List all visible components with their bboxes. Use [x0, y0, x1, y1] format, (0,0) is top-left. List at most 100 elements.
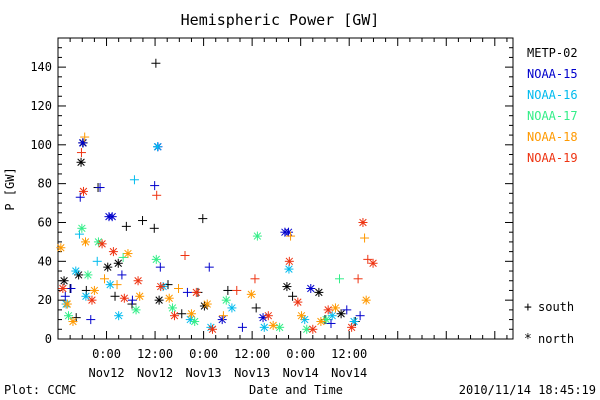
point-stroke	[84, 271, 92, 279]
star-point	[151, 254, 161, 264]
plus-point	[198, 214, 208, 224]
star-point	[107, 212, 117, 222]
star-point	[330, 303, 340, 313]
y-axis-label: P [GW]	[3, 167, 17, 210]
plus-point	[182, 287, 192, 297]
legend-entry: NOAA-17	[527, 109, 578, 123]
plus-point	[95, 183, 105, 193]
plus-point	[237, 322, 247, 332]
star-point	[252, 231, 262, 241]
star-point	[327, 311, 337, 321]
plus-point	[232, 285, 242, 295]
point-stroke	[328, 311, 336, 320]
point-stroke	[170, 311, 179, 320]
y-tick-label: 100	[30, 138, 52, 152]
x-tick-time-label: 0:00	[92, 347, 121, 361]
point-stroke	[79, 187, 88, 196]
point-stroke	[369, 259, 377, 267]
y-axis: 0 20 40 60 80 100 120 140	[30, 37, 513, 346]
star-point	[97, 239, 107, 249]
star-point	[186, 309, 196, 319]
star-point	[296, 311, 306, 321]
point-stroke	[285, 265, 293, 273]
star-point	[361, 295, 371, 305]
plus-point	[223, 285, 233, 295]
star-point	[123, 249, 133, 259]
star-point	[259, 322, 269, 332]
point-stroke	[69, 317, 77, 326]
point-stroke	[134, 277, 142, 285]
plus-point	[92, 256, 102, 266]
x-axis-label: Date and Time	[249, 383, 343, 397]
star-point	[154, 295, 164, 305]
point-stroke	[124, 249, 132, 258]
point-stroke	[317, 317, 325, 326]
plus-point	[360, 233, 370, 243]
point-stroke	[81, 238, 90, 246]
star-point	[302, 324, 312, 334]
point-stroke	[168, 304, 177, 312]
plus-point	[149, 223, 159, 233]
plus-point	[100, 274, 110, 284]
point-stroke	[347, 323, 356, 332]
point-stroke	[153, 143, 162, 151]
star-point	[74, 270, 84, 280]
plus-point	[129, 175, 139, 185]
plus-point	[80, 132, 90, 142]
point-stroke	[94, 238, 103, 246]
star-point	[221, 295, 231, 305]
chart-title: Hemispheric Power [GW]	[181, 11, 380, 29]
star-point	[202, 299, 212, 309]
point-stroke	[114, 259, 122, 267]
star-point	[308, 324, 318, 334]
point-stroke	[294, 298, 302, 306]
x-tick-time-label: 12:00	[137, 347, 173, 361]
plus-point	[326, 318, 336, 328]
point-stroke	[120, 294, 129, 302]
star-point	[89, 285, 99, 295]
plus-point	[121, 221, 131, 231]
star-point	[64, 311, 74, 321]
footer-credit: Plot: CCMC	[4, 383, 76, 397]
x-tick-time-label: 0:00	[189, 347, 218, 361]
star-point	[114, 311, 124, 321]
point-stroke	[192, 288, 201, 297]
point-stroke	[106, 280, 114, 289]
point-stroke	[59, 284, 67, 293]
point-stroke	[152, 255, 161, 264]
plus-point	[86, 315, 96, 325]
plus-point	[118, 252, 128, 262]
point-stroke	[108, 212, 116, 221]
star-point	[133, 276, 143, 286]
legend-entry: NOAA-19	[527, 151, 578, 165]
star-point	[306, 284, 316, 294]
star-point	[336, 309, 346, 319]
x-tick-time-label: 0:00	[286, 347, 315, 361]
point-stroke	[104, 263, 112, 271]
point-stroke	[157, 282, 165, 291]
plus-point	[152, 190, 162, 200]
plus-marker-symbol: +	[524, 300, 532, 315]
plot-frame	[57, 37, 514, 340]
x-tick-date-label: Nov14	[331, 366, 367, 380]
point-stroke	[228, 304, 236, 312]
star-point	[108, 247, 118, 257]
star-point	[323, 305, 333, 315]
plus-point	[66, 284, 76, 294]
point-stroke	[187, 310, 196, 318]
star-point	[62, 299, 72, 309]
point-stroke	[165, 294, 173, 302]
point-stroke	[64, 311, 73, 320]
point-stroke	[63, 300, 72, 308]
plus-point	[342, 305, 352, 315]
star-point	[71, 266, 81, 276]
point-stroke	[285, 257, 294, 266]
star-point	[113, 258, 123, 268]
x-tick-date-label: Nov13	[186, 366, 222, 380]
star-point	[59, 276, 69, 286]
point-stroke	[309, 325, 317, 334]
point-stroke	[88, 296, 96, 304]
star-point	[314, 287, 324, 297]
data-points	[56, 58, 378, 334]
x-tick-date-label: Nov12	[88, 366, 124, 380]
